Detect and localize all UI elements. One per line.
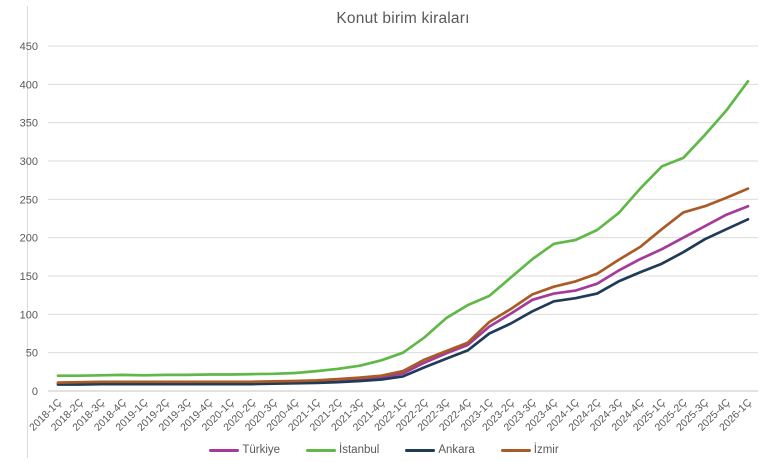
series-line-ankara <box>56 217 750 386</box>
istanbul-line-swatch <box>306 448 337 452</box>
legend-label-istanbul: İstanbul <box>339 444 380 456</box>
series-line-istanbul <box>56 79 750 378</box>
y-axis-tick-label: 350 <box>20 118 38 130</box>
y-axis-tick-label: 0 <box>32 386 38 398</box>
legend-item-ankara: Ankara <box>405 444 475 456</box>
y-axis-tick-label: 50 <box>26 348 38 360</box>
y-axis-tick-label: 200 <box>20 233 38 245</box>
y-axis-tick-label: 300 <box>20 156 38 168</box>
series-line-turkiye <box>56 204 750 385</box>
legend-label-izmir: İzmir <box>533 444 559 456</box>
chart-title: Konut birim kiraları <box>336 10 470 27</box>
y-axis-tick-label: 400 <box>20 79 38 91</box>
series-line-izmir <box>56 187 750 384</box>
chart-legend: Türkiye İstanbul Ankara İzmir <box>0 440 768 460</box>
legend-label-turkiye: Türkiye <box>242 444 281 456</box>
y-axis-tick-label: 150 <box>20 271 38 283</box>
y-axis-tick-label: 250 <box>20 194 38 206</box>
y-axis-tick-label: 450 <box>20 41 38 53</box>
legend-item-istanbul: İstanbul <box>306 444 379 456</box>
legend-item-turkiye: Türkiye <box>209 444 280 456</box>
legend-label-ankara: Ankara <box>438 444 475 456</box>
legend-item-izmir: İzmir <box>500 444 559 456</box>
turkiye-line-swatch <box>209 448 240 452</box>
izmir-line-swatch <box>500 448 531 452</box>
ankara-line-swatch <box>405 448 436 452</box>
y-axis-tick-label: 100 <box>20 309 38 321</box>
